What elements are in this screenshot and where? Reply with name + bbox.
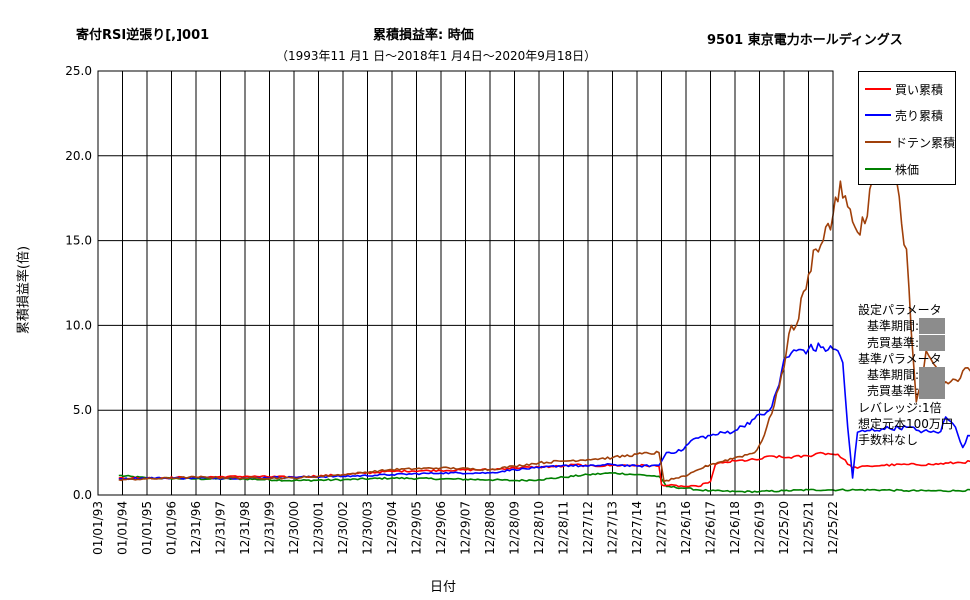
x-tick-label: 12/25/20 [777, 501, 791, 555]
x-tick-label: 12/29/05 [410, 501, 424, 555]
x-tick-label: 12/29/04 [385, 501, 399, 555]
y-tick-label: 25.0 [65, 64, 92, 78]
period-subtitle: （1993年11 月1 日〜2018年1 月4日〜2020年9月18日） [276, 49, 597, 63]
x-axis-ticks: 01/01/93 01/01/94 01/01/95 01/01/96 12/31/96… [91, 501, 840, 555]
parameter-panel: 設定パラメータ 基準期間: 売買基準: 基準パラメータ 基準期間: 売買基準: … [858, 302, 953, 449]
legend: 買い累積 売り累積 ドテン累積 株価 [858, 71, 956, 185]
x-axis-label: 日付 [430, 580, 457, 595]
legend-item-buy: 買い累積 [859, 78, 955, 98]
x-tick-label: 12/26/19 [753, 501, 767, 555]
y-tick-label: 10.0 [65, 318, 92, 332]
x-tick-label: 12/26/17 [704, 501, 718, 555]
y-axis-ticks: 0.0 5.0 10.0 15.0 20.0 25.0 [65, 64, 92, 502]
y-axis-label: 累積損益率(倍) [16, 245, 32, 335]
x-tick-label: 12/28/10 [532, 501, 546, 555]
masked-value [919, 367, 946, 384]
base-period-row: 基準期間: [858, 367, 953, 384]
grid [97, 70, 834, 496]
x-tick-label: 12/28/08 [483, 501, 497, 555]
y-tick-label: 5.0 [73, 403, 92, 417]
series-line-0 [118, 451, 970, 488]
chart-title: 累積損益率: 時価 [373, 28, 474, 43]
x-tick-label: 12/29/06 [434, 501, 448, 555]
legend-swatch-sell [865, 114, 891, 116]
x-tick-label: 12/28/09 [508, 501, 522, 555]
stock-title: 9501 東京電力ホールディングス [707, 33, 903, 48]
x-tick-label: 12/25/21 [802, 501, 816, 555]
strategy-title: 寄付RSI逆張り[,]001 [76, 28, 210, 43]
x-tick-label: 12/28/11 [557, 501, 571, 555]
legend-item-price: 株価 [859, 158, 955, 178]
legend-item-doten: ドテン累積 [859, 131, 955, 151]
legend-label-price: 株価 [895, 163, 920, 177]
base-trade-row: 売買基準: [858, 383, 953, 400]
x-tick-label: 12/27/14 [630, 501, 644, 555]
setting-trade-row: 売買基準: [858, 334, 953, 351]
legend-label-doten: ドテン累積 [895, 136, 956, 150]
setting-trade-label: 売買基準: [867, 335, 920, 350]
y-tick-label: 0.0 [73, 488, 92, 502]
setting-period-label: 基準期間: [867, 319, 920, 334]
legend-label-buy: 買い累積 [895, 83, 944, 97]
x-tick-label: 12/30/03 [361, 501, 375, 555]
x-tick-label: 12/26/16 [679, 501, 693, 555]
masked-value [919, 383, 946, 400]
x-tick-label: 12/31/98 [238, 501, 252, 555]
legend-swatch-buy [865, 88, 891, 90]
series-lines [118, 146, 970, 494]
x-tick-label: 12/31/99 [263, 501, 277, 555]
x-tick-label: 12/30/00 [287, 501, 301, 555]
base-trade-label: 売買基準: [867, 384, 920, 399]
masked-value [919, 318, 946, 335]
masked-value [919, 334, 946, 351]
plot-area-border [97, 70, 834, 496]
x-tick-label: 12/30/02 [336, 501, 350, 555]
setting-period-row: 基準期間: [858, 318, 953, 335]
x-tick-label: 12/31/96 [189, 501, 203, 555]
x-tick-label: 01/01/95 [140, 501, 154, 555]
base-period-label: 基準期間: [867, 368, 920, 383]
legend-item-sell: 売り累積 [859, 104, 955, 124]
series-line-2 [118, 146, 970, 483]
legend-swatch-doten [865, 141, 891, 143]
x-tick-label: 01/01/93 [91, 501, 105, 555]
x-tick-label: 12/27/15 [655, 501, 669, 555]
capital-text: 想定元本100万円 [858, 417, 953, 432]
x-tick-label: 12/27/13 [606, 501, 620, 555]
fee-text: 手数料なし [858, 433, 919, 448]
legend-label-sell: 売り累積 [895, 109, 944, 123]
x-tick-label: 12/26/18 [728, 501, 742, 555]
x-tick-label: 12/25/22 [826, 501, 840, 555]
x-tick-label: 12/29/07 [459, 501, 473, 555]
leverage-text: レバレッジ:1倍 [858, 400, 942, 415]
x-tick-label: 12/27/12 [581, 501, 595, 555]
legend-swatch-price [865, 168, 891, 170]
x-tick-label: 12/30/01 [312, 501, 326, 555]
x-tick-label: 01/01/96 [165, 501, 179, 555]
base-params-header: 基準パラメータ [858, 351, 942, 366]
setting-params-header: 設定パラメータ [858, 303, 942, 317]
x-tick-label: 12/31/97 [214, 501, 228, 555]
series-line-3 [118, 472, 970, 494]
y-tick-label: 15.0 [65, 234, 92, 248]
y-tick-label: 20.0 [65, 149, 92, 163]
x-tick-label: 01/01/94 [116, 501, 130, 555]
